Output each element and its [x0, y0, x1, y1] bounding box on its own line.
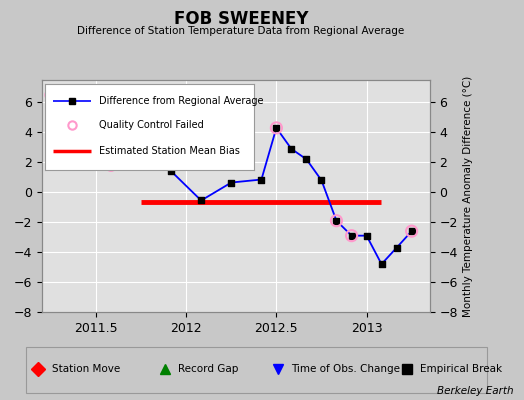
Text: Empirical Break: Empirical Break — [420, 364, 503, 374]
FancyBboxPatch shape — [26, 346, 487, 394]
Point — [197, 197, 205, 204]
Point — [332, 218, 341, 224]
Point — [287, 146, 296, 152]
Text: Berkeley Earth: Berkeley Earth — [437, 386, 514, 396]
Text: Record Gap: Record Gap — [178, 364, 239, 374]
Point — [302, 156, 311, 162]
Point — [77, 156, 85, 162]
Point — [47, 92, 55, 98]
Point — [227, 179, 235, 186]
Point — [257, 176, 266, 183]
Point — [107, 162, 115, 168]
Point — [167, 168, 176, 174]
Point — [392, 244, 401, 251]
Point — [47, 92, 55, 98]
Point — [107, 162, 115, 168]
Point — [347, 232, 356, 239]
Y-axis label: Monthly Temperature Anomaly Difference (°C): Monthly Temperature Anomaly Difference (… — [463, 75, 474, 317]
Point — [408, 228, 416, 234]
Point — [272, 125, 280, 131]
Text: Quality Control Failed: Quality Control Failed — [99, 120, 204, 130]
Point — [317, 177, 325, 184]
Point — [272, 125, 280, 131]
Text: Difference of Station Temperature Data from Regional Average: Difference of Station Temperature Data f… — [78, 26, 405, 36]
Point — [332, 218, 341, 224]
Point — [347, 232, 356, 239]
Point — [363, 232, 371, 239]
Point — [137, 147, 145, 154]
Text: Difference from Regional Average: Difference from Regional Average — [99, 96, 264, 106]
Text: Station Move: Station Move — [51, 364, 120, 374]
Point — [408, 228, 416, 234]
Text: Estimated Station Mean Bias: Estimated Station Mean Bias — [99, 146, 240, 156]
Text: FOB SWEENEY: FOB SWEENEY — [174, 10, 308, 28]
Text: Time of Obs. Change: Time of Obs. Change — [291, 364, 400, 374]
Point — [77, 156, 85, 162]
Point — [377, 261, 386, 267]
Point — [137, 147, 145, 154]
